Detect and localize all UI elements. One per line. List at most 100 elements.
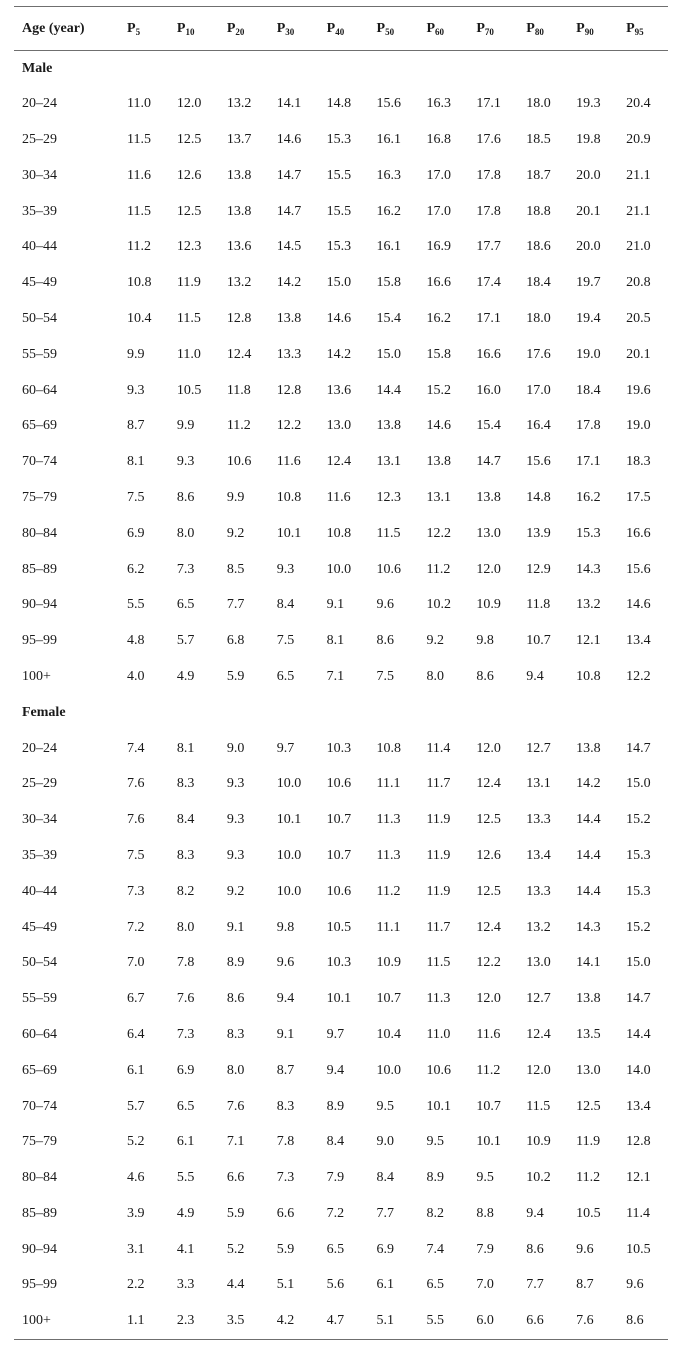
value-cell: 12.5 (576, 1098, 601, 1114)
value-cell: 11.6 (276, 454, 301, 470)
value-cell: 17.0 (426, 203, 451, 219)
value-cell: 13.3 (276, 346, 302, 362)
percentile-subscript: 70 (484, 26, 494, 37)
age-cell: 50–54 (22, 310, 57, 326)
value-cell: 19.7 (576, 275, 601, 291)
value-cell: 9.2 (226, 883, 245, 899)
value-cell: 8.2 (176, 883, 195, 899)
value-cell: 16.9 (426, 239, 451, 255)
value-cell: 9.5 (426, 1134, 444, 1150)
value-cell: 15.3 (626, 883, 651, 899)
percentile-column-header: P30 (268, 6, 319, 51)
value-cell: 8.0 (426, 668, 444, 684)
table-row: 85–89 6.2 7.3 8.5 9.3 10.0 10.6 11.2 12.0 12.9 14.… (14, 552, 668, 588)
value-cell: 15.2 (426, 382, 451, 398)
value-cell: 10.1 (476, 1134, 501, 1150)
value-cell: 6.9 (127, 525, 145, 541)
value-cell: 7.0 (476, 1277, 494, 1293)
value-cell: 5.9 (226, 1205, 245, 1221)
value-cell: 8.6 (226, 991, 245, 1007)
value-cell: 16.6 (426, 275, 451, 291)
value-cell: 13.1 (526, 776, 551, 792)
value-cell: 17.6 (526, 346, 551, 362)
value-cell: 11.1 (376, 776, 401, 792)
value-cell: 11.3 (426, 991, 451, 1007)
value-cell: 14.7 (626, 991, 651, 1007)
value-cell: 13.0 (576, 1062, 601, 1078)
value-cell: 8.1 (176, 740, 195, 756)
value-cell: 10.8 (576, 668, 601, 684)
value-cell: 12.2 (426, 525, 451, 541)
value-cell: 6.1 (376, 1277, 395, 1293)
value-cell: 7.3 (276, 1170, 295, 1186)
value-cell: 9.1 (226, 919, 245, 935)
value-cell: 5.5 (418, 1303, 469, 1340)
percentile-column-header: P5 (119, 6, 169, 51)
value-cell: 10.5 (626, 1241, 651, 1257)
value-cell: 11.5 (426, 955, 451, 971)
value-cell: 8.4 (176, 812, 195, 828)
table-row: 80–84 4.6 5.5 6.6 7.3 7.9 8.4 8.9 9.5 10.2 11.2 12.… (14, 1160, 668, 1196)
value-cell: 15.5 (326, 203, 352, 219)
value-cell: 15.0 (626, 776, 651, 792)
table-row: 60–64 6.4 7.3 8.3 9.1 9.7 10.4 11.0 11.6 12.4 13.5… (14, 1017, 668, 1053)
value-cell: 8.4 (376, 1170, 395, 1186)
value-cell: 10.0 (276, 883, 302, 899)
value-cell: 18.0 (526, 310, 551, 326)
age-cell: 80–84 (22, 1170, 57, 1186)
percentile-symbol: P (476, 20, 485, 36)
value-cell: 14.8 (326, 96, 352, 112)
value-cell: 15.3 (326, 239, 352, 255)
value-cell: 7.6 (127, 812, 145, 828)
table-row: 100+ 1.1 2.3 3.5 4.2 4.7 5.1 5.5 6.0 6.6 7.6 8.6 (14, 1303, 668, 1340)
value-cell: 5.7 (176, 633, 195, 649)
table-row: 35–39 7.5 8.3 9.3 10.0 10.7 11.3 11.9 12.6 13.4 14… (14, 838, 668, 874)
value-cell: 14.5 (276, 239, 302, 255)
value-cell: 7.3 (176, 561, 195, 577)
percentile-symbol: P (276, 20, 286, 36)
value-cell: 9.4 (276, 991, 295, 1007)
value-cell: 6.6 (518, 1303, 569, 1340)
value-cell: 11.8 (526, 597, 551, 613)
percentile-subscript: 95 (634, 26, 644, 37)
value-cell: 9.4 (526, 1205, 544, 1221)
value-cell: 11.2 (376, 883, 401, 899)
value-cell: 2.2 (127, 1277, 145, 1293)
value-cell: 20.0 (576, 167, 601, 183)
table-row: 55–59 9.9 11.0 12.4 13.3 14.2 15.0 15.8 16.6 17.6… (14, 337, 668, 373)
percentile-symbol: P (326, 20, 336, 36)
value-cell: 8.6 (176, 489, 195, 505)
value-cell: 15.6 (526, 454, 551, 470)
age-cell: 70–74 (22, 1098, 57, 1114)
value-cell: 12.0 (526, 1062, 551, 1078)
value-cell: 8.9 (226, 955, 245, 971)
value-cell: 12.5 (476, 883, 501, 899)
value-cell: 12.9 (526, 561, 551, 577)
value-cell: 8.4 (276, 597, 295, 613)
value-cell: 9.6 (276, 955, 295, 971)
age-cell: 65–69 (22, 418, 57, 434)
value-cell: 12.7 (526, 991, 551, 1007)
percentile-symbol: P (526, 20, 535, 36)
group-header-row: Male (14, 51, 668, 87)
value-cell: 16.2 (426, 310, 451, 326)
table-row: 90–94 5.5 6.5 7.7 8.4 9.1 9.6 10.2 10.9 11.8 13.2 1… (14, 587, 668, 623)
value-cell: 10.8 (326, 525, 352, 541)
value-cell: 4.9 (176, 1205, 195, 1221)
value-cell: 13.8 (476, 489, 501, 505)
age-cell: 90–94 (22, 1241, 57, 1257)
value-cell: 7.4 (127, 740, 145, 756)
value-cell: 14.0 (626, 1062, 651, 1078)
age-cell: 20–24 (22, 96, 57, 112)
value-cell: 21.0 (626, 239, 651, 255)
value-cell: 11.8 (226, 382, 251, 398)
value-cell: 8.1 (326, 633, 345, 649)
value-cell: 10.0 (376, 1062, 402, 1078)
value-cell: 15.8 (426, 346, 451, 362)
value-cell: 5.2 (127, 1134, 145, 1150)
value-cell: 11.5 (176, 310, 201, 326)
value-cell: 18.4 (526, 275, 551, 291)
value-cell: 18.3 (626, 454, 651, 470)
value-cell: 12.5 (176, 131, 202, 147)
value-cell: 10.1 (276, 525, 302, 541)
